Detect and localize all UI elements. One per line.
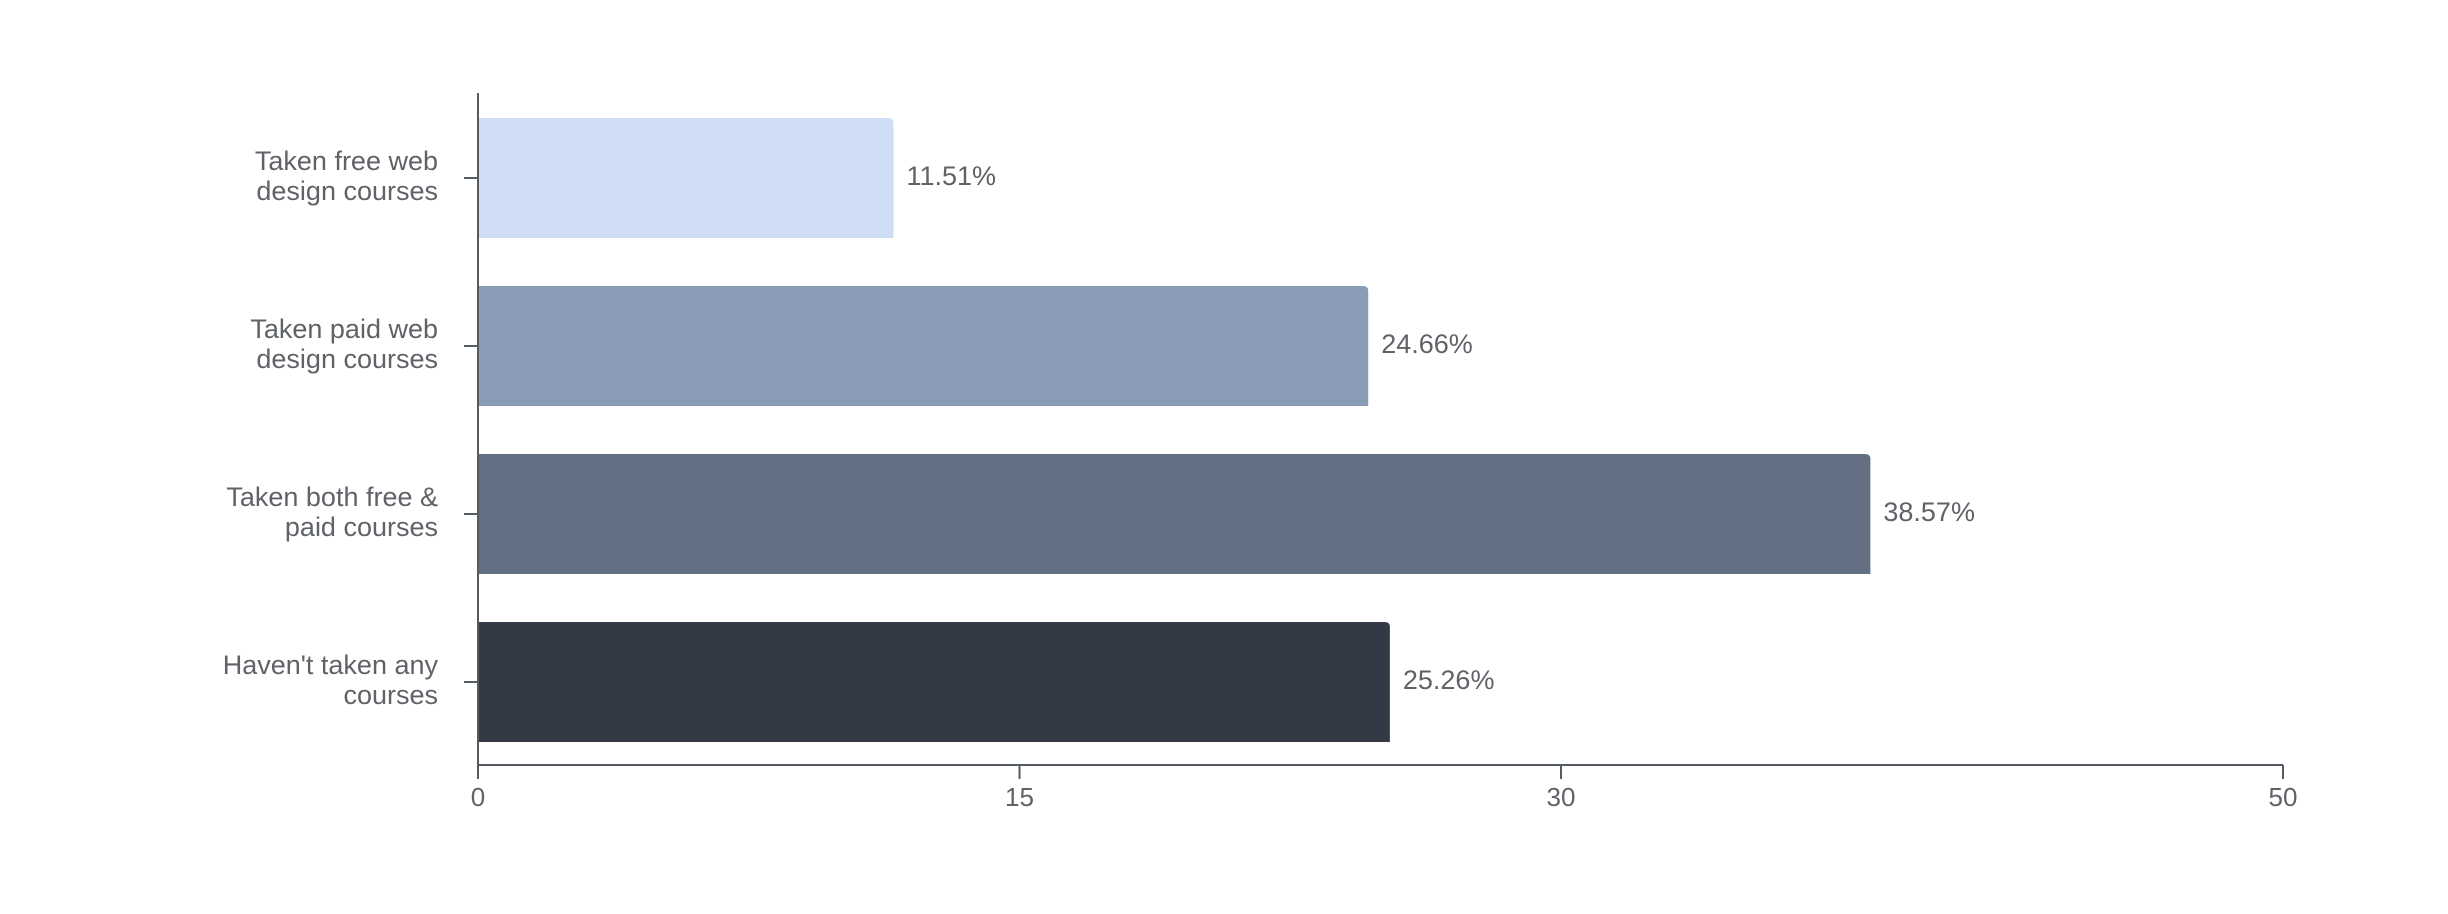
category-label-4-line-1: Haven't taken any xyxy=(223,650,439,680)
x-tick-label-30: 30 xyxy=(1547,782,1576,812)
x-tick-label-0: 0 xyxy=(471,782,485,812)
bars-layer xyxy=(478,118,1871,742)
x-tick-label-15: 15 xyxy=(1005,782,1034,812)
value-label-2: 24.66% xyxy=(1381,329,1473,359)
bar-2 xyxy=(478,286,1369,406)
value-label-3: 38.57% xyxy=(1883,497,1975,527)
category-label-2-line-1: Taken paid web xyxy=(250,314,438,344)
bar-3 xyxy=(478,454,1871,574)
category-label-3-line-2: paid courses xyxy=(285,512,438,542)
category-label-1-line-1: Taken free web xyxy=(255,146,438,176)
bar-1 xyxy=(478,118,894,238)
category-label-2-line-2: design courses xyxy=(256,344,438,374)
value-label-4: 25.26% xyxy=(1403,665,1495,695)
category-label-1-line-2: design courses xyxy=(256,176,438,206)
value-label-1: 11.51% xyxy=(907,161,997,191)
x-tick-label-50: 50 xyxy=(2269,782,2298,812)
axes-layer xyxy=(464,93,2284,779)
category-label-3-line-1: Taken both free & xyxy=(226,482,438,512)
bar-4 xyxy=(478,622,1390,742)
category-label-4-line-2: courses xyxy=(343,680,438,710)
